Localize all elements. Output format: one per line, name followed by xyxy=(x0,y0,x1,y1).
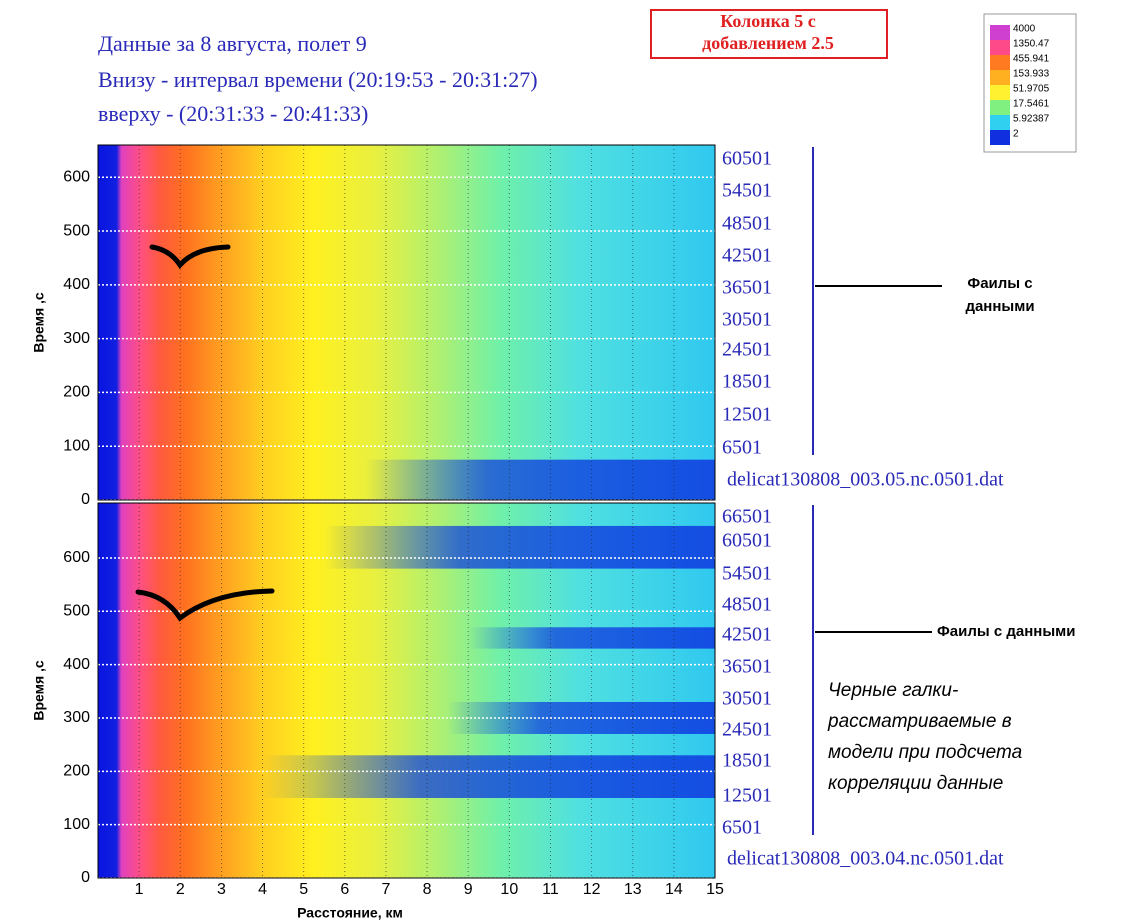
file-label: 48501 xyxy=(722,594,772,616)
x-tick-label: 4 xyxy=(258,881,267,898)
y-tick-label: 100 xyxy=(63,816,90,833)
colorbar-label: 153.933 xyxy=(1013,69,1050,80)
y-axis-label: Время ,с xyxy=(31,660,47,721)
file-label: 6501 xyxy=(722,437,762,459)
x-tick-label: 3 xyxy=(217,881,226,898)
y-tick-label: 300 xyxy=(63,709,90,726)
x-tick-label: 14 xyxy=(665,881,683,898)
x-tick-label: 1 xyxy=(135,881,144,898)
colorbar-label: 17.5461 xyxy=(1013,99,1050,110)
note-text: Колонка 5 с xyxy=(720,11,815,31)
y-tick-label: 400 xyxy=(63,276,90,293)
y-tick-label: 400 xyxy=(63,656,90,673)
y-tick-label: 600 xyxy=(63,549,90,566)
file-label: 18501 xyxy=(722,371,772,393)
y-tick-label: 100 xyxy=(63,437,90,454)
heatmap-band xyxy=(468,627,715,648)
file-label: 30501 xyxy=(722,309,772,331)
colorbar-label: 1350.47 xyxy=(1013,39,1050,50)
file-label: 42501 xyxy=(722,624,772,646)
file-label: 12501 xyxy=(722,785,772,807)
x-tick-label: 7 xyxy=(381,881,390,898)
colorbar-swatch xyxy=(990,70,1010,85)
file-name: delicat130808_003.05.nc.0501.dat xyxy=(727,469,1004,491)
x-tick-label: 5 xyxy=(299,881,308,898)
note-line: рассматриваемые в xyxy=(827,711,1012,732)
colorbar-swatch xyxy=(990,55,1010,70)
figure: Данные за 8 августа, полет 9 Внизу - инт… xyxy=(0,0,1148,924)
file-label: 24501 xyxy=(722,339,772,361)
note-line: корреляции данные xyxy=(828,773,1003,794)
colorbar-label: 5.92387 xyxy=(1013,114,1050,125)
file-name: delicat130808_003.04.nc.0501.dat xyxy=(727,848,1004,870)
file-label: 66501 xyxy=(722,506,772,528)
y-tick-label: 200 xyxy=(63,763,90,780)
colorbar-label: 51.9705 xyxy=(1013,84,1050,95)
x-tick-label: 12 xyxy=(583,881,601,898)
y-tick-label: 0 xyxy=(81,491,90,508)
file-label: 24501 xyxy=(722,719,772,741)
colorbar-swatch xyxy=(990,85,1010,100)
files-label: Фаилы с данными xyxy=(937,623,1076,640)
heatmap-band xyxy=(324,526,715,569)
file-label: 36501 xyxy=(722,277,772,299)
y-tick-label: 200 xyxy=(63,384,90,401)
x-tick-label: 10 xyxy=(500,881,518,898)
title-line: вверху - (20:31:33 - 20:41:33) xyxy=(98,101,368,126)
title-line: Данные за 8 августа, полет 9 xyxy=(98,31,367,56)
y-axis-label: Время ,с xyxy=(31,292,47,353)
colorbar-swatch xyxy=(990,130,1010,145)
colorbar-swatch xyxy=(990,25,1010,40)
colorbar-label: 4000 xyxy=(1013,24,1036,35)
x-tick-label: 11 xyxy=(542,881,559,898)
y-tick-label: 500 xyxy=(63,603,90,620)
title-line: Внизу - интервал времени (20:19:53 - 20:… xyxy=(98,67,538,92)
colorbar-label: 455.941 xyxy=(1013,54,1050,65)
note-line: Черные галки- xyxy=(828,680,958,701)
y-tick-label: 500 xyxy=(63,222,90,239)
file-label: 6501 xyxy=(722,817,762,839)
titles: Данные за 8 августа, полет 9 Внизу - инт… xyxy=(98,10,887,126)
y-tick-label: 300 xyxy=(63,330,90,347)
y-tick-label: 0 xyxy=(81,869,90,886)
x-tick-label: 15 xyxy=(706,881,724,898)
files-label: Фаилы с xyxy=(967,275,1032,292)
file-label: 54501 xyxy=(722,180,772,202)
x-tick-label: 6 xyxy=(340,881,349,898)
file-label: 12501 xyxy=(722,404,772,426)
files-label: данными xyxy=(965,298,1034,315)
annotations: Фаилы с данными Фаилы с данными Черные г… xyxy=(813,147,1076,835)
note-text: добавлением 2.5 xyxy=(702,33,834,53)
file-label: 42501 xyxy=(722,245,772,267)
x-tick-label: 9 xyxy=(464,881,473,898)
file-label: 18501 xyxy=(722,750,772,772)
note-line: модели при подсчета xyxy=(828,742,1022,763)
colorbar-swatch xyxy=(990,100,1010,115)
heatmap-band xyxy=(263,755,715,798)
x-tick-label: 13 xyxy=(624,881,642,898)
x-tick-label: 8 xyxy=(423,881,432,898)
colorbar-swatch xyxy=(990,40,1010,55)
file-label: 30501 xyxy=(722,688,772,710)
colorbar-swatch xyxy=(990,115,1010,130)
heatmap-band xyxy=(365,460,715,500)
y-tick-label: 600 xyxy=(63,168,90,185)
colorbar-label: 2 xyxy=(1013,129,1019,140)
file-label: 54501 xyxy=(722,563,772,585)
file-label: 36501 xyxy=(722,656,772,678)
file-label: 48501 xyxy=(722,213,772,235)
x-tick-label: 2 xyxy=(176,881,185,898)
file-label: 60501 xyxy=(722,530,772,552)
x-axis-label: Расстояние, км xyxy=(297,905,403,921)
file-label: 60501 xyxy=(722,148,772,170)
